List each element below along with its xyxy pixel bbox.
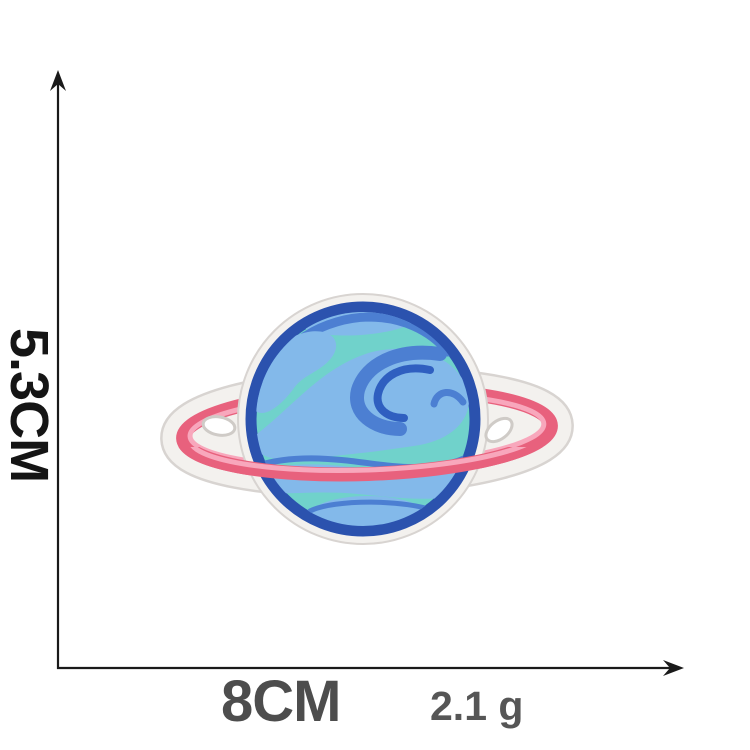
right-arrowhead-icon bbox=[663, 660, 684, 676]
planet-patch-image bbox=[160, 293, 574, 545]
up-arrowhead-icon bbox=[50, 70, 66, 91]
width-arrow bbox=[57, 660, 684, 676]
weight-label: 2.1 g bbox=[430, 683, 524, 729]
right-ring-hole bbox=[484, 416, 514, 444]
height-dimension-label: 5.3CM bbox=[0, 327, 59, 483]
height-arrow bbox=[50, 70, 66, 669]
width-dimension-label: 8CM bbox=[221, 669, 341, 734]
left-ring-hole bbox=[201, 415, 237, 437]
ring-front bbox=[176, 447, 558, 482]
